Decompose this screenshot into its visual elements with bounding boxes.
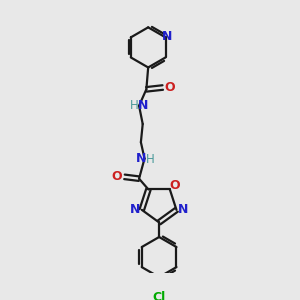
Text: N: N <box>162 30 172 43</box>
Text: N: N <box>137 99 148 112</box>
Text: N: N <box>130 203 141 216</box>
Text: Cl: Cl <box>152 291 166 300</box>
Text: N: N <box>136 152 146 165</box>
Text: H: H <box>130 99 139 112</box>
Text: O: O <box>165 81 176 94</box>
Text: O: O <box>112 170 122 183</box>
Text: H: H <box>146 153 154 166</box>
Text: N: N <box>178 203 188 216</box>
Text: O: O <box>169 179 180 192</box>
